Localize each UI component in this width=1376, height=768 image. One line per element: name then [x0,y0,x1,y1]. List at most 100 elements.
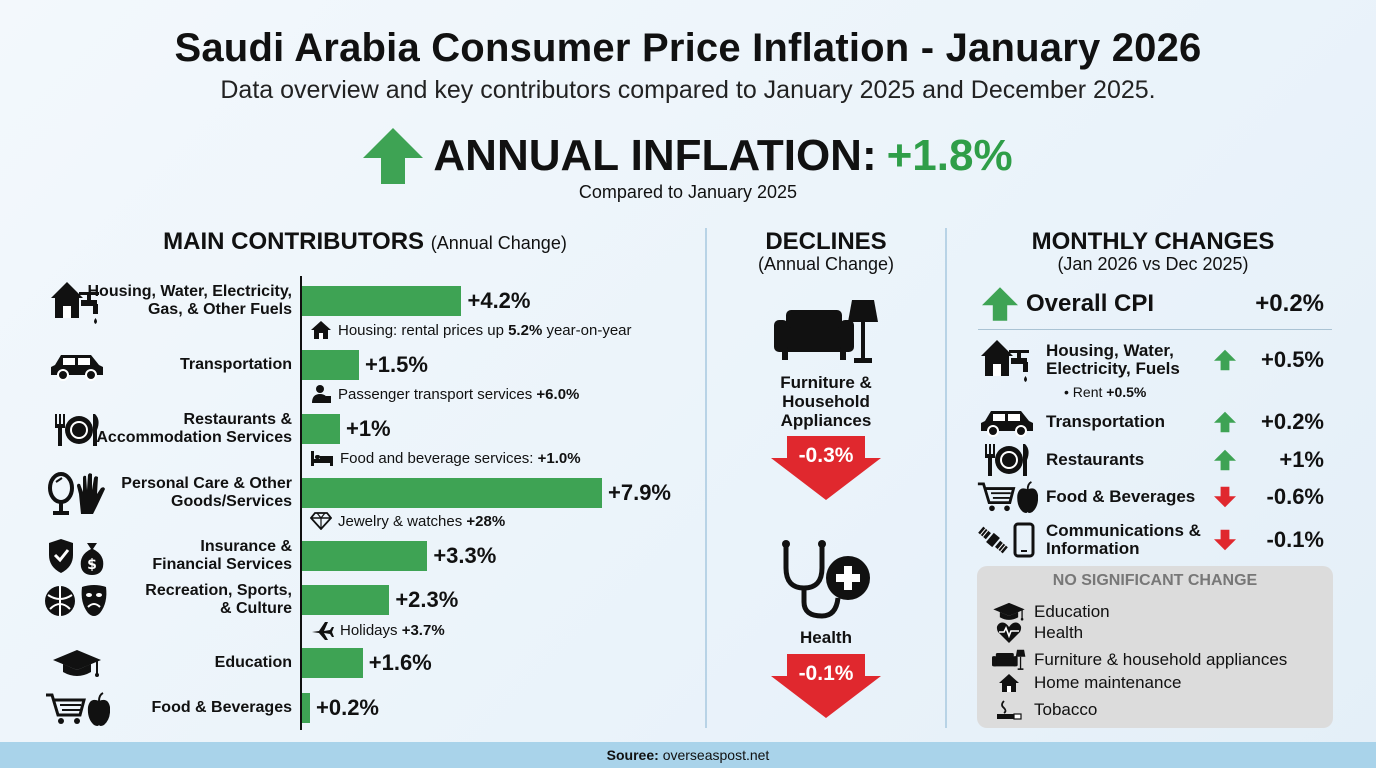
no-change-item-label: Health [1034,622,1084,642]
headline-label: ANNUAL INFLATION: [433,131,877,180]
no-change-item-label: Education [1034,602,1110,621]
no-change-item: Education [992,596,1110,628]
category-label: Food & Beverages [151,699,292,716]
headline-value: +1.8% [886,131,1013,180]
bar-note: Passenger transport services +6.0% [310,384,579,404]
sofa-lamp-icon [992,648,1026,672]
sofa-lamp-icon [774,300,878,363]
category-label: Personal Care & Other Goods/Services [121,475,292,510]
heart-pulse-icon [992,622,1026,644]
category-label: Housing, Water, Electricity, Gas, & Other… [87,283,293,318]
bar-note-text: Jewelry & watches +28% [338,512,506,530]
bar-value-label: +1% [345,416,391,441]
no-change-item-label: Tobacco [1034,700,1098,720]
monthly-row: Housing, Water, Electricity, Fuels +0.5% [976,340,1332,382]
bar-value-label: +1.6% [368,650,432,675]
monthly-row: Restaurants +1% [976,440,1332,480]
category-label: Insurance & Financial Services [152,538,292,573]
no-change-item-label: Home maintenance [1034,673,1182,693]
bar [302,478,602,508]
cart-apple-icon [976,477,1038,517]
monthly-title: MONTHLY CHANGES [1031,228,1275,255]
plane-icon [310,620,334,640]
svg-text:$: $ [87,557,97,573]
bar [302,541,428,571]
shield-money-bag-icon: $ [40,537,114,577]
category-label: Recreation, Sports, & Culture [145,582,292,617]
bar [302,585,390,615]
bar [302,414,340,444]
car-icon [40,346,114,386]
bar [302,286,462,316]
overall-cpi-value: +0.2% [1255,290,1324,317]
diamond-icon [310,512,332,530]
graduation-cap-icon [40,644,114,684]
up-arrow-icon [363,128,424,184]
monthly-row-value: -0.1% [1266,527,1324,552]
monthly-row-label: Restaurants [1046,450,1145,469]
up-arrow-icon [982,287,1018,321]
bar-note-text: Housing: rental prices up 5.2% year-on-y… [338,321,632,339]
no-change-item: Health [992,622,1083,644]
up-arrow-icon [1214,448,1236,472]
contributors-title-sub: (Annual Change) [430,233,567,253]
stethoscope-plus-icon [782,540,870,619]
bar-note: Housing: rental prices up 5.2% year-on-y… [310,320,632,340]
bar-value-label: +4.2% [467,288,531,313]
bar-value-label: +0.2% [316,695,379,720]
chart-axis [300,276,302,730]
bar-value-label: +7.9% [608,480,671,505]
bar-note: Food and beverage services: +1.0% [310,449,581,467]
plate-cutlery-icon [40,410,114,450]
plate-cutlery-icon [976,440,1038,480]
down-arrow-icon [1214,485,1236,509]
bar-value-label: +1.5% [364,352,428,377]
declines-subtitle: (Annual Change) [757,254,895,274]
monthly-row-value: +0.2% [1261,409,1324,434]
house-faucet-icon [40,282,114,324]
bar-note: Jewelry & watches +28% [310,512,505,530]
divider-left [705,228,707,728]
bar-note-text: Food and beverage services: +1.0% [340,449,581,467]
no-change-title: NO SIGNIFICANT CHANGE [1052,572,1258,589]
car-icon [976,402,1038,442]
monthly-row-value: -0.6% [1266,484,1324,509]
bar-note-text: Holidays +3.7% [340,621,445,639]
divider-right [945,228,947,728]
bar-note: Holidays +3.7% [310,620,445,640]
monthly-row-label: Communications & Information [1046,521,1201,558]
monthly-row: Transportation +0.2% [976,402,1332,442]
category-label: Transportation [179,356,292,373]
overall-cpi-row: Overall CPI +0.2% [976,284,1332,324]
monthly-row-label: Housing, Water, Electricity, Fuels [1046,341,1180,378]
category-label: Education [214,654,292,671]
footer-source: Soureе: overseaspost.net [0,742,1376,768]
monthly-row: Communications & Information -0.1% [976,520,1332,560]
satellite-phone-icon [976,520,1038,560]
monthly-row-label: Transportation [1046,412,1166,431]
bar [302,693,310,723]
category-label: Restaurants & Accommodation Services [96,411,292,446]
no-change-item-label: Furniture & household appliances [1034,649,1288,669]
down-arrow-icon [1214,528,1236,552]
contributors-title: MAIN CONTRIBUTORS (Annual Change) [100,228,630,256]
footer-label: Soureе: [606,747,659,763]
bar-value-label: +3.3% [433,543,497,568]
bar-value-label: +2.3% [395,587,459,612]
person-icon [310,384,332,404]
cart-apple-icon [40,689,114,729]
decline-label-furniture: Furniture & Household Appliances [780,373,872,430]
monthly-row: Food & Beverages -0.6% [976,477,1332,517]
decline-arrow-health: -0.1% [771,654,881,718]
annual-inflation-headline: ANNUAL INFLATION: +1.8% [0,128,1376,184]
graduation-cap-icon [992,596,1026,628]
overall-divider [978,329,1332,330]
monthly-sub-note: • Rent +0.5% [1064,384,1147,400]
bar [302,350,359,380]
page-title: Saudi Arabia Consumer Price Inflation - … [174,26,1202,70]
house-faucet-icon [976,340,1038,382]
compared-note: Compared to January 2025 [578,182,798,202]
no-change-item: Tobacco [992,699,1097,721]
up-arrow-icon [1214,348,1236,372]
bar [302,648,363,678]
